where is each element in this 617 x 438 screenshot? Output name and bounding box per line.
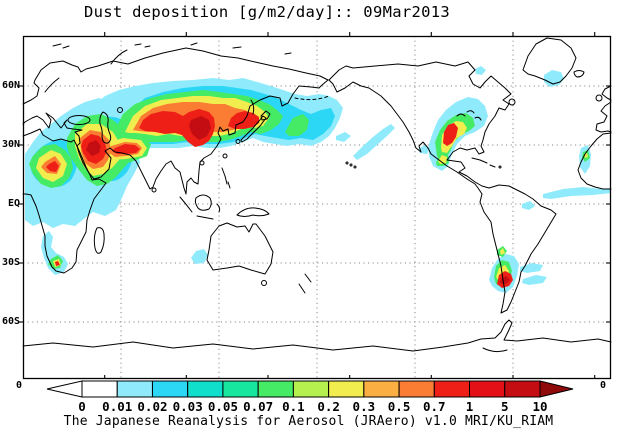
colorbar-cell — [433, 380, 471, 398]
colorbar-tick-label: 5 — [501, 399, 509, 414]
madagascar — [93, 227, 105, 254]
colorbar-cell — [328, 380, 365, 398]
newfoundland — [508, 98, 516, 106]
colorbar-tick-label: 0 — [78, 399, 86, 414]
colorbar-cell — [81, 380, 118, 398]
lat-label-60s: 60S — [1, 316, 20, 327]
colorbar-tick-label: 0.01 — [102, 399, 133, 414]
honshu — [240, 115, 267, 143]
sulawesi — [216, 203, 221, 213]
aleutian-islands — [294, 95, 330, 101]
sakhalin — [250, 99, 255, 115]
colorbar-cell — [504, 380, 541, 398]
tasmania — [261, 280, 267, 286]
colorbar-cell — [469, 380, 506, 398]
australia-coastline — [206, 222, 274, 275]
graticule-gridlines — [23, 36, 611, 379]
colorbar-tick-label: 0.5 — [387, 399, 411, 414]
hainan — [199, 160, 205, 166]
baltic-sea — [44, 77, 60, 93]
severnaya-zemlya — [190, 42, 198, 46]
colorbar-overflow-arrow — [539, 380, 574, 398]
puerto-rico — [498, 165, 502, 169]
uk — [601, 85, 612, 101]
svalbard — [52, 43, 70, 49]
longitude-ticks — [104, 32, 596, 379]
hawaii-3 — [353, 165, 357, 169]
colorbar-cell — [292, 380, 330, 398]
new-siberian-islands — [232, 46, 242, 49]
hawaii-1 — [345, 161, 349, 165]
colorbar-tick-label: 1 — [465, 399, 474, 414]
antarctica-detail — [482, 347, 508, 353]
colorbar-cell — [363, 380, 400, 398]
sri-lanka — [151, 187, 157, 193]
colorbar-tick-label: 0.02 — [137, 399, 168, 414]
antarctica-coastline — [22, 319, 612, 352]
hokkaido — [260, 110, 271, 121]
colorbar-cell — [398, 380, 435, 398]
colorbar-tick-label: 0.07 — [243, 399, 274, 414]
wrangel-island — [284, 52, 292, 55]
figure-title: Dust deposition [g/m2/day]:: 09Mar2013 — [83, 3, 450, 21]
west-africa-edge — [577, 132, 612, 190]
colorbar-underflow-arrow — [46, 380, 83, 398]
aral-sea — [117, 107, 123, 113]
new-guinea — [236, 207, 270, 217]
colorbar-tick-label: 0.2 — [317, 399, 340, 414]
lon-label-right: 0 — [600, 380, 607, 391]
colorbar-tick-label: 0.1 — [282, 399, 305, 414]
colorbar-cell — [222, 380, 259, 398]
hispaniola — [489, 164, 496, 168]
kyushu — [235, 139, 241, 144]
colorbar-tick-label: 10 — [532, 399, 548, 414]
latitude-ticks — [18, 85, 611, 323]
figure-caption: The Japanese Reanalysis for Aerosol (JRA… — [63, 414, 554, 429]
world-dust-map — [18, 32, 612, 380]
colorbar-cell — [151, 380, 189, 398]
colorbar-labels: 0 0.01 0.02 0.03 0.05 0.07 0.1 0.2 0.3 0.5 0.7 1 5 10 — [0, 399, 617, 414]
lat-label-30s: 30S — [1, 257, 20, 268]
colorbar-tick-label: 0.7 — [423, 399, 446, 414]
world-coastlines — [22, 37, 612, 353]
franz-josef-land — [134, 43, 151, 48]
map-frame — [18, 32, 612, 380]
africa-coastline — [22, 128, 107, 274]
caspian-sea — [99, 111, 112, 144]
lat-label-60n: 60N — [1, 80, 20, 91]
black-sea — [67, 115, 91, 125]
iceland — [573, 70, 585, 78]
java — [196, 215, 214, 220]
colorbar — [46, 380, 574, 398]
lat-label-eq: EQ — [7, 198, 20, 209]
colorbar-cells — [81, 380, 541, 398]
colorbar-tick-label: 0.3 — [352, 399, 376, 414]
ireland — [595, 94, 603, 102]
new-zealand — [298, 273, 312, 294]
dust-shading — [25, 66, 611, 293]
lon-label-left: 0 — [15, 380, 22, 391]
cuba — [471, 157, 488, 164]
colorbar-cell — [257, 380, 294, 398]
novaya-zemlya — [110, 49, 128, 65]
hawaii-2 — [349, 163, 353, 167]
eurasia-coastline — [22, 47, 329, 195]
france-iberia-edge — [595, 101, 612, 133]
colorbar-tick-label: 0.03 — [172, 399, 203, 414]
sumatra — [179, 196, 193, 213]
lat-label-30n: 30N — [1, 139, 20, 150]
taiwan — [222, 153, 228, 159]
colorbar-tick-label: 0.05 — [207, 399, 238, 414]
americas-coastline — [328, 61, 557, 314]
borneo — [194, 194, 212, 211]
great-lakes — [456, 110, 482, 121]
greenland — [522, 37, 577, 85]
colorbar-cell — [116, 380, 153, 398]
colorbar-cell — [187, 380, 224, 398]
philippines — [221, 167, 231, 189]
